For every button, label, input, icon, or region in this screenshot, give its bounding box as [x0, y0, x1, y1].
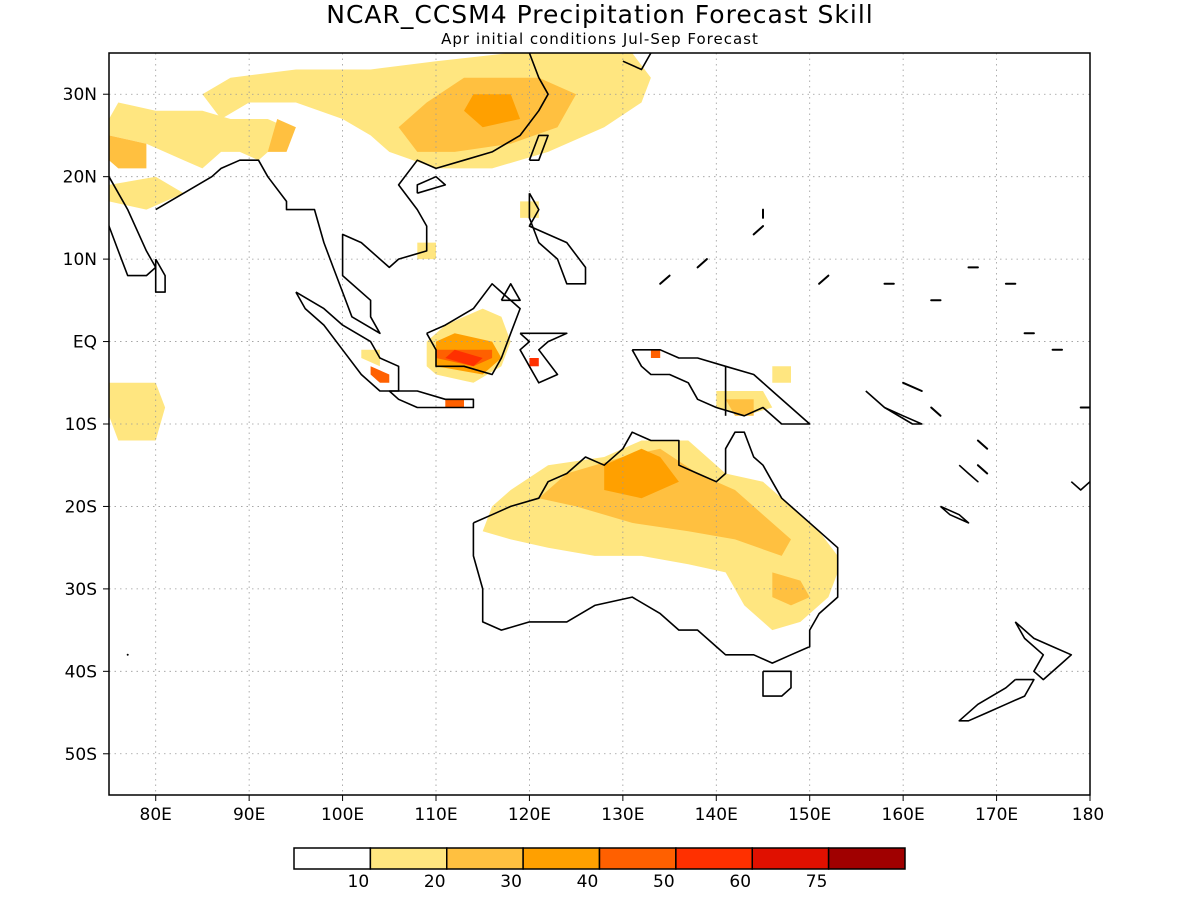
colorbar-swatch [446, 847, 524, 870]
map-title: NCAR_CCSM4 Precipitation Forecast Skill [326, 0, 874, 29]
lon-tick-label: 100E [321, 805, 364, 825]
lon-tick-label: 140E [695, 805, 738, 825]
skill-region-15 [445, 349, 483, 367]
coastline-10 [472, 431, 839, 664]
skill-region-23 [772, 366, 791, 383]
coastline-17 [865, 390, 923, 425]
coastline-20 [1070, 481, 1090, 491]
lon-tick-label: 80E [140, 805, 172, 825]
lon-tick-label: 120E [508, 805, 551, 825]
colorbar-swatch [598, 847, 677, 870]
skill-region-2 [538, 448, 791, 556]
coastline-19 [939, 505, 970, 524]
coastline-16 [622, 53, 652, 71]
coastline-12 [1014, 621, 1073, 681]
colorbar-label: 20 [424, 872, 446, 892]
lon-tick-label: 90E [233, 805, 265, 825]
lon-tick-label: 170E [975, 805, 1018, 825]
island-5 [696, 258, 708, 269]
graticule [109, 53, 1090, 795]
island-3 [976, 439, 989, 450]
coastline-5 [426, 282, 521, 376]
colorbar-swatch [751, 847, 830, 870]
colorbar-label: 60 [729, 872, 751, 892]
coastline-4 [388, 390, 475, 409]
colorbar-swatch [522, 847, 601, 870]
coastline-14 [528, 134, 549, 161]
colorbar-swatch [293, 847, 372, 870]
lat-tick-label: 50S [65, 745, 97, 765]
colorbar-label: 10 [348, 872, 370, 892]
skill-region-18 [445, 399, 464, 408]
colorbar-label: 75 [806, 872, 828, 892]
lat-tick-label: 20N [63, 168, 97, 188]
lat-tick-label: 30N [63, 85, 97, 105]
axis-ticks: 80E 90E 100E 110E 120E 130E 140E 150E 160E 170E 18… [63, 85, 1105, 825]
lon-tick-label: 180 [1072, 805, 1104, 825]
coastline-8 [500, 282, 521, 302]
lon-tick-label: 130E [601, 805, 644, 825]
coastline-1 [155, 53, 549, 335]
island-1 [930, 406, 942, 417]
lon-tick-label: 150E [788, 805, 831, 825]
skill-region-10 [109, 135, 147, 169]
map-subtitle: Apr initial conditions Jul-Sep Forecast [441, 30, 759, 48]
skill-region-9 [464, 94, 521, 128]
coastline-7 [631, 348, 811, 425]
coastline-15 [416, 175, 447, 194]
island-4 [659, 274, 671, 285]
coastline-9 [528, 192, 587, 285]
colorbar: 10 20 30 40 50 60 75 [293, 847, 906, 892]
colorbar-swatch [675, 847, 753, 870]
coastline-18 [958, 464, 979, 483]
skill-region-17 [361, 349, 380, 367]
colorbar-swatch [369, 847, 448, 870]
colorbar-label: 30 [500, 872, 522, 892]
skill-region-19 [529, 358, 539, 367]
colorbar-label: 50 [653, 872, 675, 892]
lat-tick-label: 40S [65, 662, 97, 682]
island-2 [976, 464, 989, 475]
skill-region-7 [109, 176, 184, 210]
coastline-11 [762, 670, 792, 697]
island-0 [902, 381, 923, 392]
skill-region-16 [370, 366, 390, 383]
skill-region-22 [725, 399, 754, 416]
lat-tick-label: 30S [65, 580, 97, 600]
lon-tick-label: 110E [414, 805, 457, 825]
skill-region-11 [267, 119, 296, 152]
coastline-layer [109, 53, 1090, 722]
lat-tick-label: 20S [65, 497, 97, 517]
lat-tick-label: 10S [65, 415, 97, 435]
colorbar-swatch [827, 847, 906, 870]
lat-tick-label: 10N [63, 250, 97, 270]
colorbar-label: 40 [577, 872, 599, 892]
skill-region-6 [109, 102, 287, 169]
island-7 [752, 225, 764, 236]
coastline-0 [109, 176, 157, 277]
coastline-2 [154, 258, 166, 293]
lat-tick-label: EQ [73, 333, 97, 353]
lon-tick-label: 160E [882, 805, 925, 825]
coastline-6 [519, 332, 568, 384]
skill-region-0 [109, 382, 166, 441]
island-8 [818, 274, 830, 285]
coastline-13 [958, 678, 1035, 722]
skill-shading-layer [109, 53, 838, 631]
skill-region-20 [650, 349, 661, 358]
